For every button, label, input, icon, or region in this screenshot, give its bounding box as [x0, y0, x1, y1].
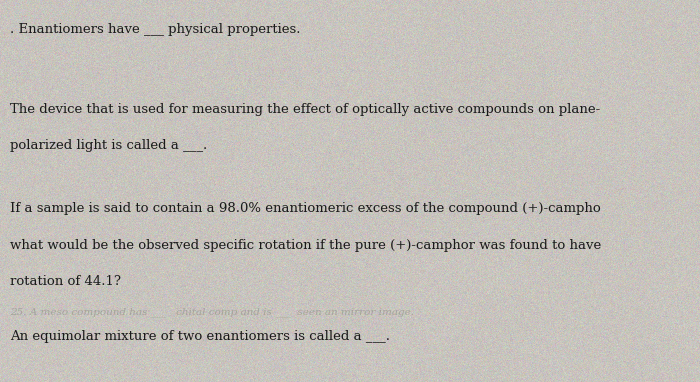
Text: what would be the observed specific rotation if the pure (+)-camphor was found t: what would be the observed specific rota… — [10, 239, 601, 252]
Text: The device that is used for measuring the effect of optically active compounds o: The device that is used for measuring th… — [10, 103, 600, 116]
Text: . Enantiomers have ___ physical properties.: . Enantiomers have ___ physical properti… — [10, 23, 300, 36]
Text: rotation of 44.1?: rotation of 44.1? — [10, 275, 121, 288]
Text: polarized light is called a ___.: polarized light is called a ___. — [10, 139, 207, 152]
Text: 25. A meso compound has ___   chital comp and is ___  seen an mirror image.: 25. A meso compound has ___ chital comp … — [10, 308, 414, 317]
Text: An equimolar mixture of two enantiomers is called a ___.: An equimolar mixture of two enantiomers … — [10, 330, 390, 343]
Text: If a sample is said to contain a 98.0% enantiomeric excess of the compound (+)-c: If a sample is said to contain a 98.0% e… — [10, 202, 601, 215]
